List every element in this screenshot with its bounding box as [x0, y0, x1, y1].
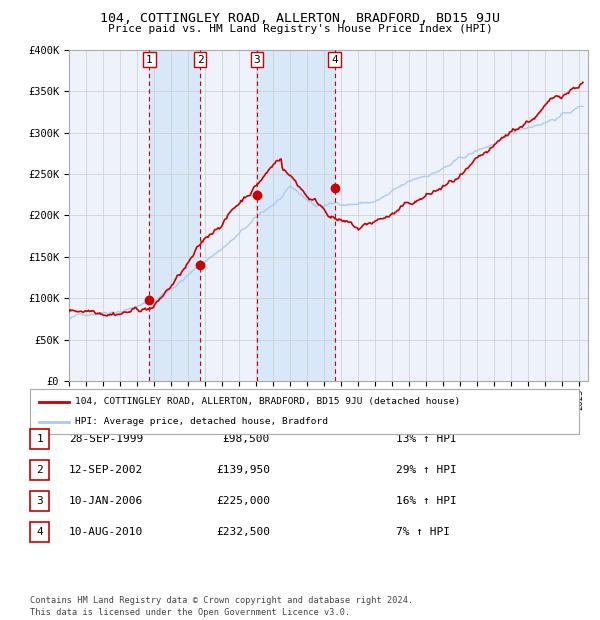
Text: 1: 1	[36, 434, 43, 444]
Text: 29% ↑ HPI: 29% ↑ HPI	[396, 465, 457, 475]
Text: 104, COTTINGLEY ROAD, ALLERTON, BRADFORD, BD15 9JU: 104, COTTINGLEY ROAD, ALLERTON, BRADFORD…	[100, 12, 500, 25]
Text: 104, COTTINGLEY ROAD, ALLERTON, BRADFORD, BD15 9JU (detached house): 104, COTTINGLEY ROAD, ALLERTON, BRADFORD…	[75, 397, 460, 406]
Text: 3: 3	[36, 496, 43, 506]
Text: 10-JAN-2006: 10-JAN-2006	[69, 496, 143, 506]
Text: Price paid vs. HM Land Registry's House Price Index (HPI): Price paid vs. HM Land Registry's House …	[107, 24, 493, 33]
Text: 2: 2	[197, 55, 203, 64]
Text: 12-SEP-2002: 12-SEP-2002	[69, 465, 143, 475]
Text: 4: 4	[36, 527, 43, 537]
Text: This data is licensed under the Open Government Licence v3.0.: This data is licensed under the Open Gov…	[30, 608, 350, 617]
Bar	[149, 50, 200, 381]
Text: 4: 4	[331, 55, 338, 64]
Text: 2: 2	[36, 465, 43, 475]
Text: 28-SEP-1999: 28-SEP-1999	[69, 434, 143, 444]
Text: 1: 1	[146, 55, 153, 64]
Text: £232,500: £232,500	[216, 527, 270, 537]
Text: Contains HM Land Registry data © Crown copyright and database right 2024.: Contains HM Land Registry data © Crown c…	[30, 596, 413, 606]
Text: 3: 3	[253, 55, 260, 64]
Text: £98,500: £98,500	[223, 434, 270, 444]
Text: HPI: Average price, detached house, Bradford: HPI: Average price, detached house, Brad…	[75, 417, 328, 426]
Text: 10-AUG-2010: 10-AUG-2010	[69, 527, 143, 537]
Bar	[257, 50, 335, 381]
Text: 7% ↑ HPI: 7% ↑ HPI	[396, 527, 450, 537]
Text: 16% ↑ HPI: 16% ↑ HPI	[396, 496, 457, 506]
Text: £139,950: £139,950	[216, 465, 270, 475]
Text: £225,000: £225,000	[216, 496, 270, 506]
Text: 13% ↑ HPI: 13% ↑ HPI	[396, 434, 457, 444]
